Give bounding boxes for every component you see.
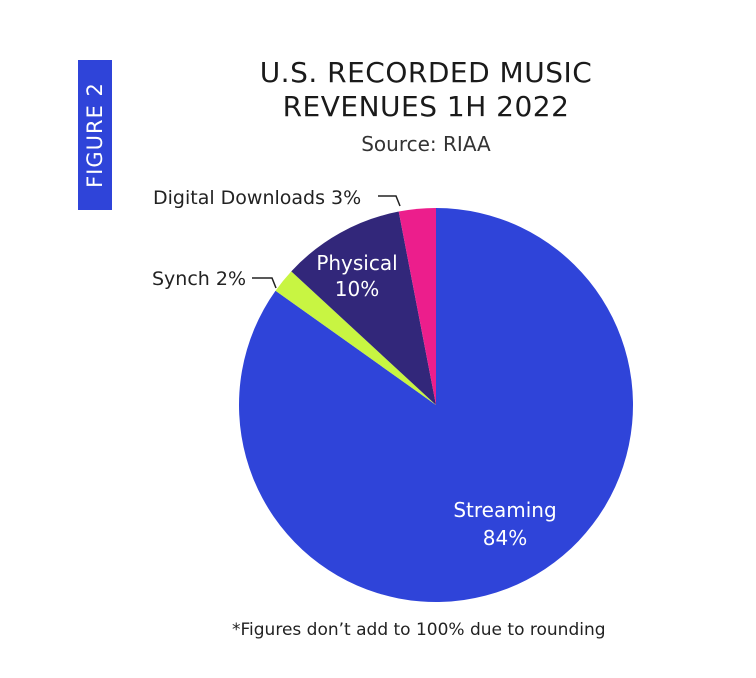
- pie-slice-synch: [275, 271, 436, 405]
- slice-label-physical: Physical: [316, 251, 397, 275]
- slice-value-streaming: 84%: [483, 526, 527, 550]
- slice-label-digital-downloads: Digital Downloads 3%: [153, 187, 361, 209]
- pie-slice-streaming: [238, 208, 633, 603]
- chart-subtitle: Source: RIAA: [361, 132, 491, 156]
- footnote: *Figures don’t add to 100% due to roundi…: [232, 620, 606, 640]
- slice-label-streaming: Streaming: [453, 498, 556, 522]
- pie-slice-digital-downloads: [398, 208, 436, 405]
- leader-line-digital-downloads: [378, 195, 401, 207]
- chart-title-line-1: U.S. RECORDED MUSIC: [259, 56, 593, 89]
- slice-label-synch: Synch 2%: [152, 268, 246, 290]
- chart-title-line-2: REVENUES 1H 2022: [282, 90, 570, 123]
- pie-slice-physical: [291, 211, 436, 405]
- leader-line-synch: [252, 277, 277, 289]
- figure-tag: FIGURE 2: [78, 60, 112, 210]
- slice-value-physical: 10%: [335, 277, 379, 301]
- chart-title: U.S. RECORDED MUSIC REVENUES 1H 2022: [196, 56, 656, 124]
